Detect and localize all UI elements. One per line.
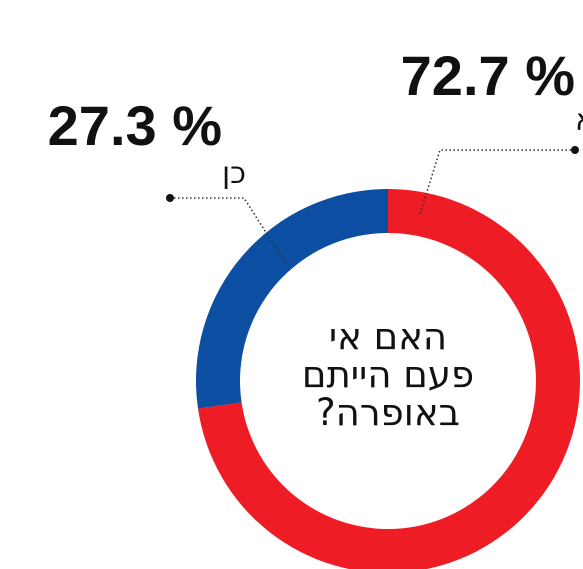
donut-slice-yes xyxy=(196,189,388,409)
leader-line-no xyxy=(419,149,575,215)
center-title-line-3: באופרה? xyxy=(316,391,460,434)
center-title: האם אי פעם הייתם באופרה? xyxy=(302,315,474,434)
category-label-yes: כן xyxy=(222,156,246,191)
annotation-no: 72.7 % לא xyxy=(401,44,583,215)
annotation-yes: 27.3 % כן xyxy=(48,94,286,263)
leader-dot-no xyxy=(571,146,579,154)
center-title-line-1: האם אי xyxy=(329,315,447,358)
leader-line-yes xyxy=(170,197,286,263)
category-label-no: לא xyxy=(575,103,583,138)
donut-slices xyxy=(196,189,580,569)
value-label-no: 72.7 % xyxy=(401,44,575,107)
leader-dot-yes xyxy=(166,194,174,202)
value-label-yes: 27.3 % xyxy=(48,94,222,157)
center-title-line-2: פעם הייתם xyxy=(302,353,474,396)
